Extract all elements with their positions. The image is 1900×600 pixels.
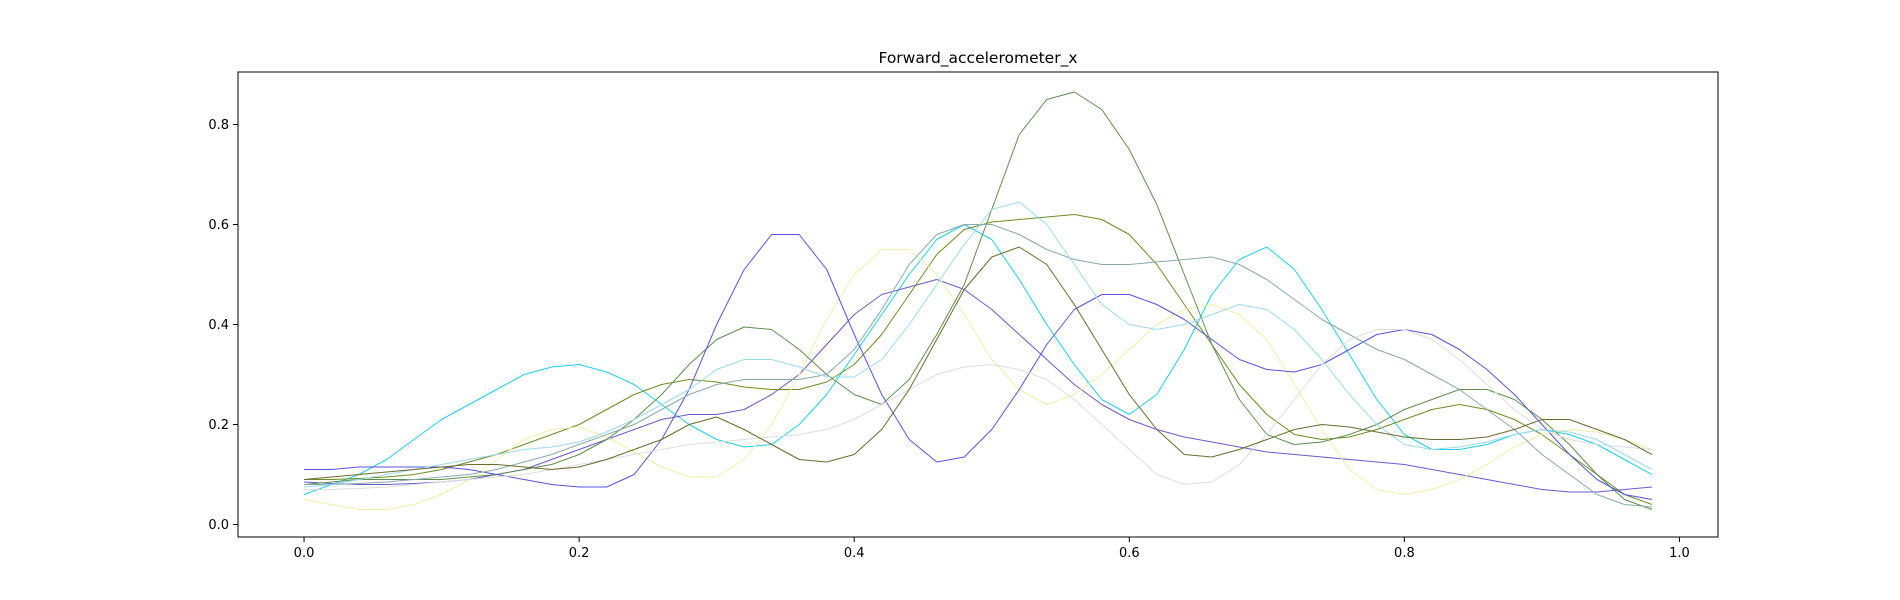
x-tick-label: 0.4 <box>844 546 865 561</box>
y-tick-label: 0.8 <box>208 118 229 133</box>
x-tick-label: 0.6 <box>1119 546 1140 561</box>
series-line-9 <box>303 201 1653 488</box>
x-tick-label: 0.2 <box>569 546 590 561</box>
series-line-4 <box>303 249 1653 510</box>
y-tick-label: 0.0 <box>208 518 229 533</box>
x-axis: 0.0 0.2 0.4 0.6 0.8 1.0 <box>294 537 1690 561</box>
series-layer <box>303 91 1653 510</box>
y-axis: 0.0 0.2 0.4 0.6 0.8 <box>208 118 238 533</box>
series-line-1 <box>303 224 1653 495</box>
series-line-3 <box>304 214 1653 505</box>
series-line-2 <box>303 279 1653 493</box>
x-tick-label: 0.8 <box>1394 546 1415 561</box>
x-tick-label: 1.0 <box>1669 546 1690 561</box>
chart-title: Forward_accelerometer_x <box>878 49 1077 68</box>
series-line-5 <box>303 91 1653 510</box>
series-line-10 <box>303 246 1653 480</box>
y-tick-label: 0.6 <box>208 218 229 233</box>
y-tick-label: 0.4 <box>208 318 229 333</box>
series-line-8 <box>304 329 1653 490</box>
x-tick-label: 0.0 <box>294 546 315 561</box>
series-line-6 <box>304 234 1653 500</box>
plot-frame <box>237 71 1719 538</box>
y-tick-label: 0.2 <box>208 418 229 433</box>
series-line-7 <box>304 224 1653 508</box>
